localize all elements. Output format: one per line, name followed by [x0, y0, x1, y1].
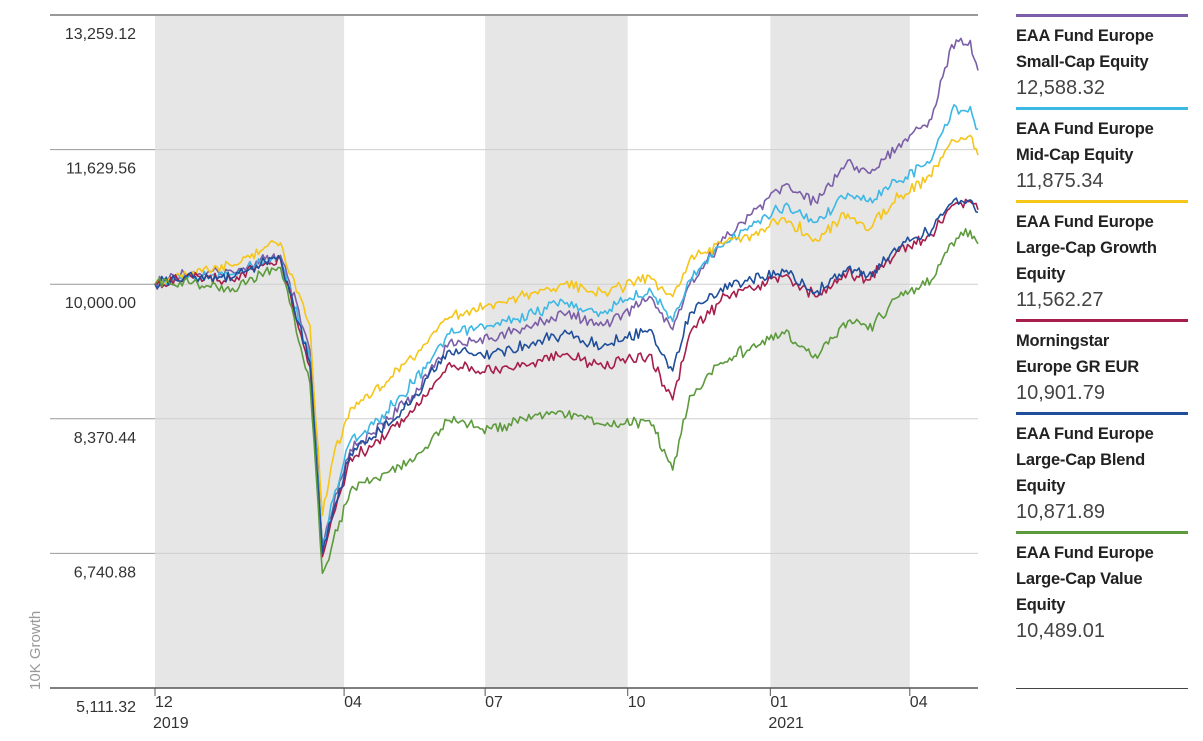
legend-series-name: EAA Fund Europe Large-Cap Value Equity	[1016, 544, 1154, 614]
legend-series-name: Morningstar Europe GR EUR	[1016, 332, 1139, 376]
legend-item: EAA Fund Europe Mid-Cap Equity 11,875.34	[1016, 107, 1188, 194]
y-tick-label: 13,259.12	[65, 26, 136, 43]
x-tick-label: 04	[344, 694, 362, 711]
y-tick-label: 11,629.56	[66, 161, 136, 178]
x-tick-label: 10	[628, 694, 646, 711]
legend-series-name: EAA Fund Europe Large-Cap Blend Equity	[1016, 425, 1154, 495]
legend-item: EAA Fund Europe Large-Cap Value Equity 10,4…	[1016, 531, 1188, 644]
legend-series-value: 10,901.79	[1016, 382, 1105, 404]
legend-series-value: 11,875.34	[1016, 170, 1104, 192]
series-line-eaa-fund-europe-large-cap-value-equity	[154, 228, 979, 575]
legend-series-value: 10,489.01	[1016, 620, 1105, 642]
chart-legend: EAA Fund Europe Small-Cap Equity 12,588.32…	[1016, 14, 1188, 650]
y-tick-label: 6,740.88	[74, 564, 136, 581]
legend-item: EAA Fund Europe Large-Cap Growth Equity 11,…	[1016, 200, 1188, 313]
series-line-eaa-fund-europe-large-cap-blend-equity	[154, 197, 979, 554]
shaded-band-2	[770, 15, 910, 688]
legend-series-name: EAA Fund Europe Large-Cap Growth Equity	[1016, 213, 1157, 283]
y-axis-label: 10K Growth	[27, 611, 44, 690]
x-tick-label: 04	[910, 694, 928, 711]
legend-series-value: 11,562.27	[1016, 289, 1104, 311]
series-line-eaa-fund-europe-large-cap-growth-equity	[154, 134, 979, 517]
series-line-eaa-fund-europe-small-cap-equity	[154, 37, 979, 546]
legend-bottom-rule	[1016, 688, 1188, 689]
x-tick-label: 12	[155, 694, 173, 711]
legend-series-name: EAA Fund Europe Mid-Cap Equity	[1016, 120, 1154, 164]
y-tick-label: 8,370.44	[74, 430, 136, 447]
legend-series-value: 10,871.89	[1016, 501, 1105, 523]
y-tick-label: 10,000.00	[65, 295, 136, 312]
x-tick-year: 2019	[153, 715, 189, 732]
legend-item: EAA Fund Europe Large-Cap Blend Equity 10,8…	[1016, 412, 1188, 525]
legend-item: Morningstar Europe GR EUR 10,901.79	[1016, 319, 1188, 406]
x-tick-label: 07	[485, 694, 503, 711]
legend-series-value: 12,588.32	[1016, 77, 1105, 99]
y-tick-label: 5,111.32	[76, 699, 136, 716]
legend-item: EAA Fund Europe Small-Cap Equity 12,588.32	[1016, 14, 1188, 101]
legend-series-name: EAA Fund Europe Small-Cap Equity	[1016, 27, 1154, 71]
series-line-morningstar-europe-gr-eur	[154, 198, 979, 558]
x-tick-year: 2021	[768, 715, 804, 732]
x-tick-label: 01	[770, 694, 788, 711]
shaded-band-0	[155, 15, 345, 688]
